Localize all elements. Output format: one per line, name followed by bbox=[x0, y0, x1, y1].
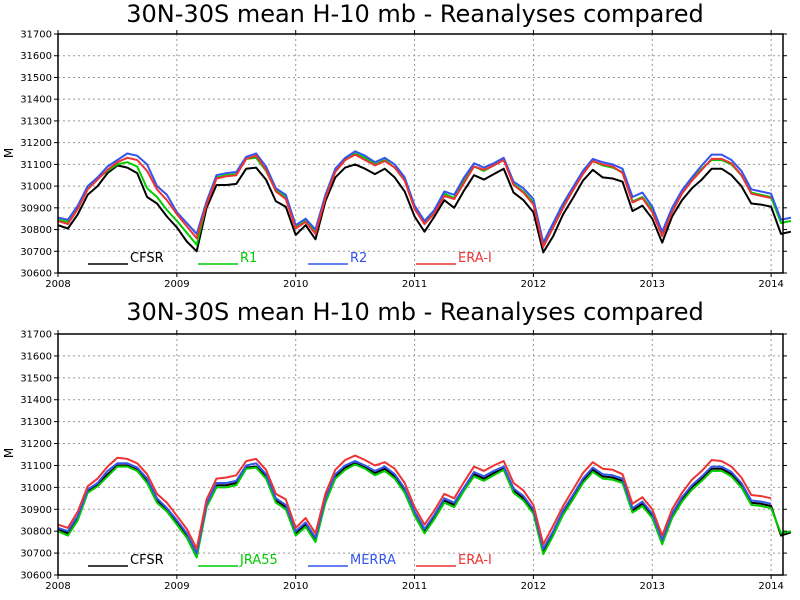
plot-frame bbox=[57, 33, 784, 274]
chart-panel-top: 30N-30S mean H-10 mb - Reanalyses compar… bbox=[2, 0, 792, 290]
legend-label-merra: MERRA bbox=[350, 553, 396, 568]
chart-panel-bottom: 30N-30S mean H-10 mb - Reanalyses compar… bbox=[2, 298, 792, 592]
x-tick-label: 2009 bbox=[164, 279, 189, 290]
y-tick-label: 31100 bbox=[20, 160, 52, 171]
x-tick-label: 2014 bbox=[758, 581, 783, 592]
y-tick-label: 31700 bbox=[20, 330, 52, 341]
series-line-era-i bbox=[57, 454, 772, 550]
legend-label-r1: R1 bbox=[240, 251, 257, 266]
y-tick-label: 31100 bbox=[20, 461, 52, 472]
y-tick-label: 31600 bbox=[20, 351, 52, 362]
x-tick-label: 2013 bbox=[640, 581, 665, 592]
y-tick-label: 30900 bbox=[20, 203, 52, 214]
legend-label-cfsr: CFSR bbox=[130, 251, 164, 266]
y-tick-label: 31200 bbox=[20, 138, 52, 149]
x-tick-label: 2010 bbox=[283, 581, 308, 592]
y-tick-label: 31000 bbox=[20, 182, 52, 193]
y-tick-label: 30700 bbox=[20, 247, 52, 258]
legend-label-era-i: ERA-I bbox=[458, 553, 492, 568]
legend-label-jra55: JRA55 bbox=[239, 553, 278, 568]
y-tick-label: 30600 bbox=[20, 571, 52, 582]
x-tick-label: 2012 bbox=[521, 581, 546, 592]
y-tick-label: 31000 bbox=[20, 483, 52, 494]
y-tick-label: 31200 bbox=[20, 439, 52, 450]
x-tick-label: 2012 bbox=[521, 279, 546, 290]
legend-label-era-i: ERA-I bbox=[458, 251, 492, 266]
plot-frame bbox=[57, 333, 784, 576]
y-tick-label: 31600 bbox=[20, 51, 52, 62]
series-line-cfsr bbox=[57, 163, 792, 254]
x-tick-label: 2008 bbox=[45, 581, 70, 592]
chart-title: 30N-30S mean H-10 mb - Reanalyses compar… bbox=[126, 0, 703, 28]
legend-label-r2: R2 bbox=[350, 251, 367, 266]
y-tick-label: 30800 bbox=[20, 527, 52, 538]
y-tick-label: 31700 bbox=[20, 30, 52, 41]
y-tick-label: 31500 bbox=[20, 373, 52, 384]
y-tick-label: 31300 bbox=[20, 116, 52, 127]
chart-title: 30N-30S mean H-10 mb - Reanalyses compar… bbox=[126, 298, 703, 326]
y-tick-label: 31500 bbox=[20, 73, 52, 84]
series-line-jra55 bbox=[57, 463, 792, 559]
x-tick-label: 2011 bbox=[402, 279, 427, 290]
y-tick-label: 31300 bbox=[20, 417, 52, 428]
y-tick-label: 30600 bbox=[20, 269, 52, 280]
y-tick-label: 30800 bbox=[20, 225, 52, 236]
x-tick-label: 2013 bbox=[640, 279, 665, 290]
y-tick-label: 30900 bbox=[20, 505, 52, 516]
x-tick-label: 2010 bbox=[283, 279, 308, 290]
x-tick-label: 2008 bbox=[45, 279, 70, 290]
series-line-era-i bbox=[57, 153, 772, 248]
y-tick-label: 31400 bbox=[20, 95, 52, 106]
y-axis-label: M bbox=[2, 148, 16, 158]
series-line-r2 bbox=[57, 150, 792, 244]
y-axis-label: M bbox=[2, 448, 16, 458]
x-tick-label: 2009 bbox=[164, 581, 189, 592]
legend-label-cfsr: CFSR bbox=[130, 553, 164, 568]
y-tick-label: 30700 bbox=[20, 549, 52, 560]
x-tick-label: 2011 bbox=[402, 581, 427, 592]
series-line-merra bbox=[57, 460, 772, 555]
x-tick-label: 2014 bbox=[758, 279, 783, 290]
y-tick-label: 31400 bbox=[20, 395, 52, 406]
